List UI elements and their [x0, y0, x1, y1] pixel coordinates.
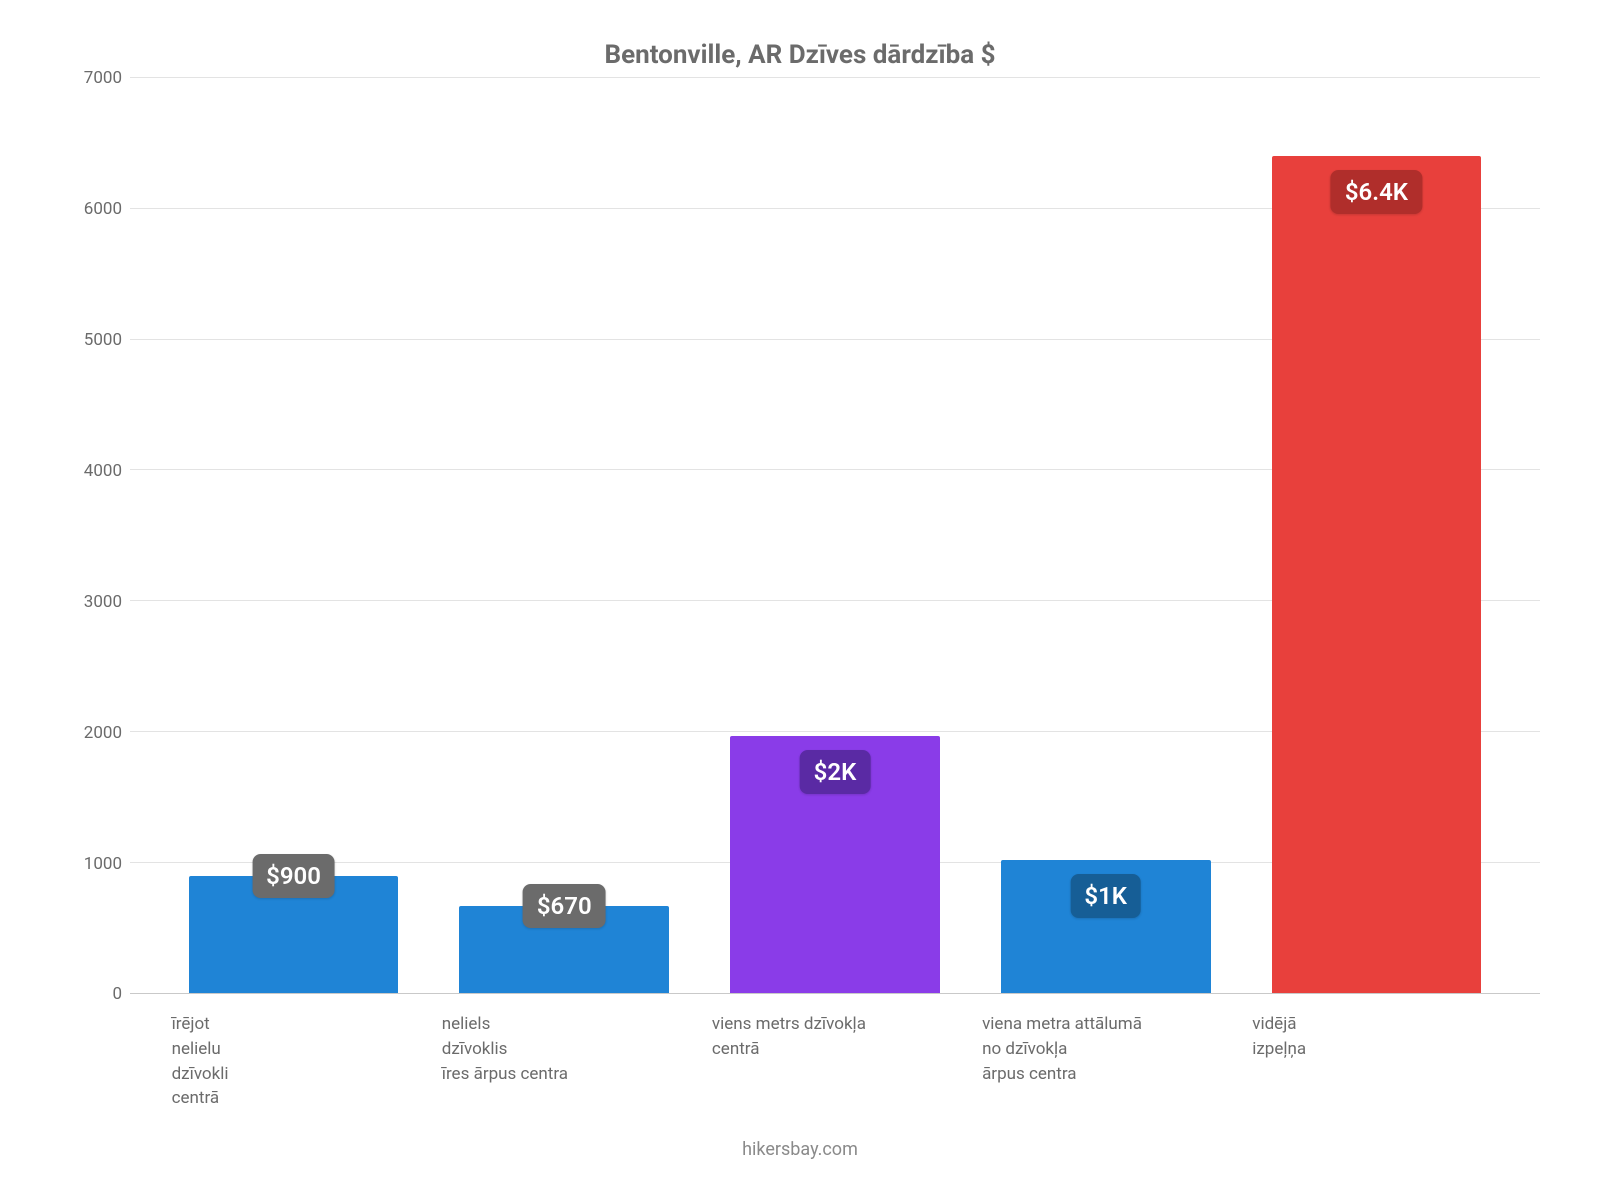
bar-slot: $2K: [700, 78, 971, 993]
attribution-text: hikersbay.com: [60, 1139, 1540, 1160]
bar-value-label: $2K: [800, 750, 871, 794]
chart-container: Bentonville, AR Dzīves dārdzība $ 0 1000 2…: [0, 0, 1600, 1200]
y-tick-label: 7000: [84, 68, 122, 88]
bar-slot: $1K: [970, 78, 1241, 993]
chart-title: Bentonville, AR Dzīves dārdzība $: [60, 40, 1540, 70]
bar-value-label: $6.4K: [1331, 170, 1422, 214]
y-axis: 01000200030004000500060007000: [60, 78, 130, 994]
y-tick-label: 6000: [84, 199, 122, 219]
bar: $900: [189, 876, 399, 994]
bar: $670: [459, 906, 669, 994]
x-axis-label: vidējāizpeļņa: [1240, 1012, 1510, 1111]
bar: $1K: [1001, 860, 1211, 993]
plot-area: $900 $670 $2K $1K $6.4K: [130, 78, 1540, 994]
plot-row: 01000200030004000500060007000 $900$670$2…: [60, 78, 1540, 994]
y-tick-label: 5000: [84, 330, 122, 350]
bar-slot: $6.4K: [1241, 78, 1512, 993]
bar: $2K: [730, 736, 940, 994]
bar-value-label: $900: [252, 854, 335, 898]
bars-group: $900 $670 $2K $1K $6.4K: [130, 78, 1540, 993]
y-tick-label: 4000: [84, 461, 122, 481]
y-tick-label: 0: [112, 984, 122, 1004]
x-axis-label: viena metra attālumāno dzīvokļaārpus cen…: [970, 1012, 1240, 1111]
x-axis-label: nelielsdzīvoklisīres ārpus centra: [430, 1012, 700, 1111]
bar-slot: $670: [429, 78, 700, 993]
bar: $6.4K: [1272, 156, 1482, 993]
bar-value-label: $670: [523, 884, 606, 928]
bar-slot: $900: [158, 78, 429, 993]
x-axis-label: īrējotnelieludzīvoklicentrā: [160, 1012, 430, 1111]
bar-value-label: $1K: [1070, 874, 1141, 918]
x-axis: īrējotnelieludzīvoklicentrānelielsdzīvok…: [130, 994, 1540, 1111]
x-axis-label: viens metrs dzīvokļacentrā: [700, 1012, 970, 1111]
y-tick-label: 1000: [84, 854, 122, 874]
y-tick-label: 3000: [84, 592, 122, 612]
y-tick-label: 2000: [84, 723, 122, 743]
